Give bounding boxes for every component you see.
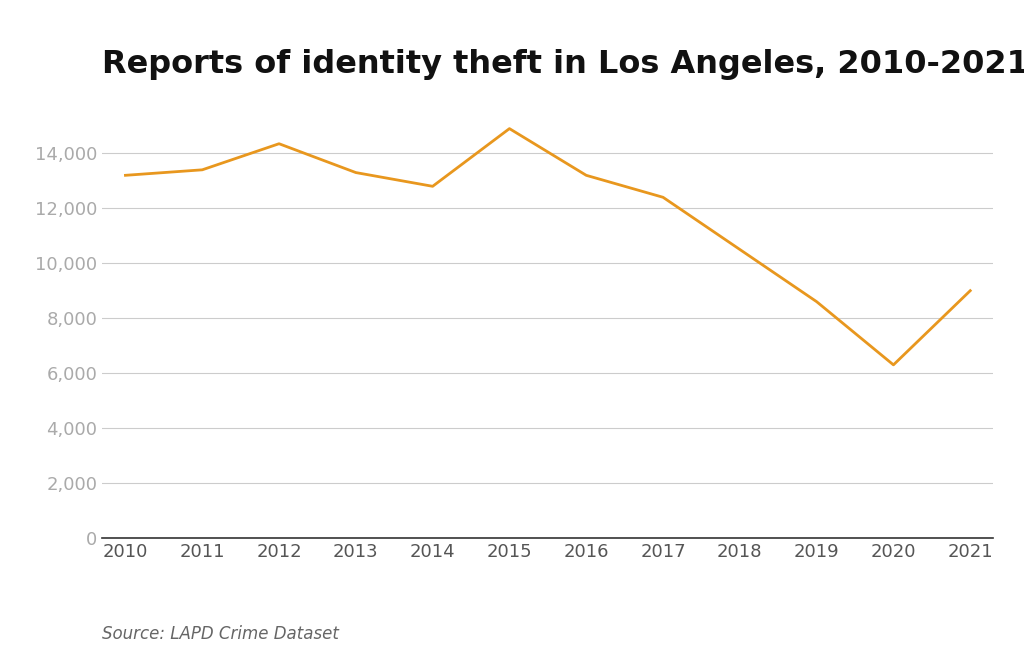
Text: Source: LAPD Crime Dataset: Source: LAPD Crime Dataset	[102, 625, 339, 643]
Text: Reports of identity theft in Los Angeles, 2010-2021: Reports of identity theft in Los Angeles…	[102, 49, 1024, 81]
